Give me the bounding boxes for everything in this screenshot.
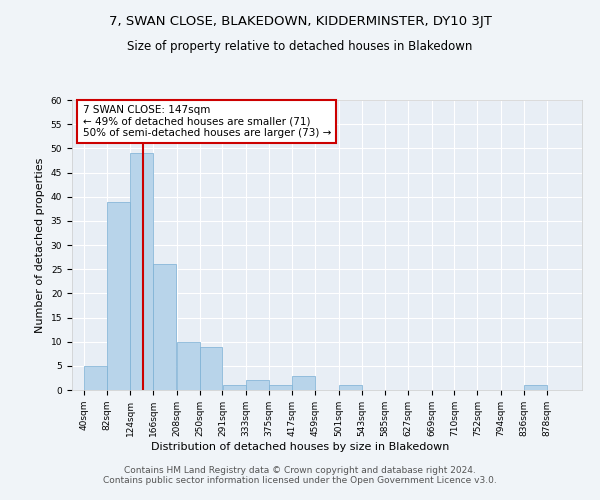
Bar xyxy=(200,346,223,390)
Bar xyxy=(524,385,547,390)
Bar xyxy=(130,153,153,390)
Text: Contains HM Land Registry data © Crown copyright and database right 2024.
Contai: Contains HM Land Registry data © Crown c… xyxy=(103,466,497,485)
Bar xyxy=(107,202,130,390)
Y-axis label: Number of detached properties: Number of detached properties xyxy=(35,158,45,332)
Bar xyxy=(269,385,292,390)
Bar xyxy=(246,380,269,390)
Bar xyxy=(154,264,176,390)
Bar xyxy=(84,366,107,390)
Bar xyxy=(339,385,362,390)
Bar xyxy=(223,385,245,390)
Text: Size of property relative to detached houses in Blakedown: Size of property relative to detached ho… xyxy=(127,40,473,53)
Text: Distribution of detached houses by size in Blakedown: Distribution of detached houses by size … xyxy=(151,442,449,452)
Text: 7, SWAN CLOSE, BLAKEDOWN, KIDDERMINSTER, DY10 3JT: 7, SWAN CLOSE, BLAKEDOWN, KIDDERMINSTER,… xyxy=(109,15,491,28)
Bar xyxy=(292,376,315,390)
Bar xyxy=(176,342,200,390)
Text: 7 SWAN CLOSE: 147sqm
← 49% of detached houses are smaller (71)
50% of semi-detac: 7 SWAN CLOSE: 147sqm ← 49% of detached h… xyxy=(83,105,331,138)
